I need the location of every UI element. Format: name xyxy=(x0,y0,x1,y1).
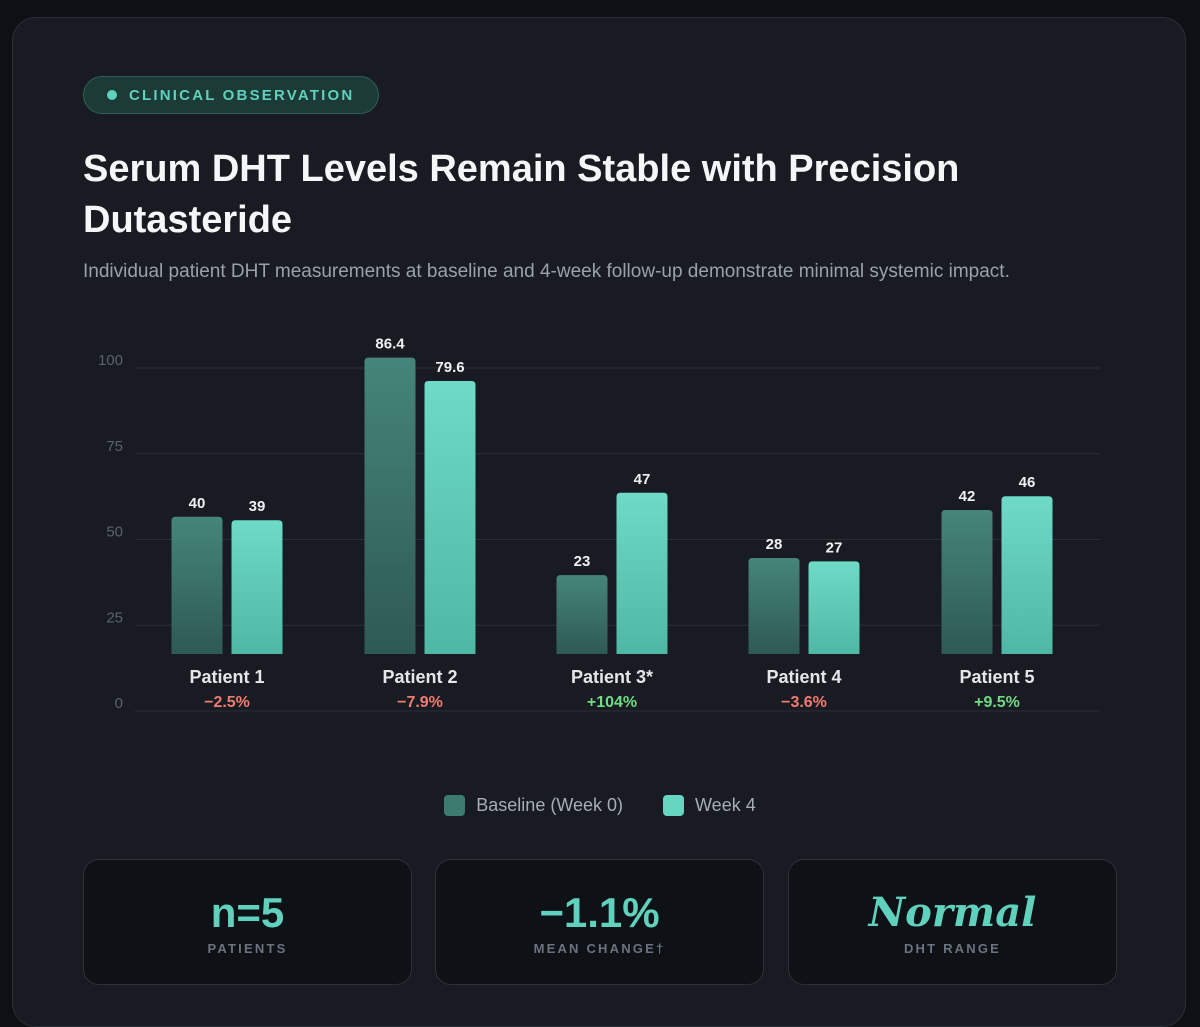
status-dot-icon xyxy=(107,90,117,100)
legend-swatch-week4 xyxy=(663,795,685,816)
x-tick-label: Patient 4 xyxy=(766,667,841,687)
y-tick-label: 25 xyxy=(106,609,123,626)
bar-week4 xyxy=(231,520,283,654)
badge-label: CLINICAL OBSERVATION xyxy=(129,86,355,104)
stat-value-mean-change: −1.1% xyxy=(539,889,660,936)
bar-baseline xyxy=(171,516,223,654)
x-tick-label: Patient 2 xyxy=(382,667,457,687)
x-tick-label: Patient 3* xyxy=(571,667,653,687)
legend-item-week4: Week 4 xyxy=(663,795,756,816)
stat-value-patients: n=5 xyxy=(210,889,285,936)
y-tick-label: 75 xyxy=(106,438,123,455)
bar-baseline xyxy=(556,575,608,654)
change-label: −2.5% xyxy=(204,694,250,711)
bar-baseline xyxy=(364,357,416,654)
clinical-observation-badge: CLINICAL OBSERVATION xyxy=(83,76,380,114)
data-label: 23 xyxy=(574,553,591,570)
page-subtitle: Individual patient DHT measurements at b… xyxy=(83,261,1010,282)
legend-label-week4: Week 4 xyxy=(695,795,756,815)
y-tick-label: 100 xyxy=(98,352,123,369)
data-label: 28 xyxy=(766,536,783,553)
chart-legend: Baseline (Week 0) Week 4 xyxy=(13,795,1187,816)
y-tick-label: 50 xyxy=(106,524,123,541)
change-label: −7.9% xyxy=(397,694,443,711)
change-label: −3.6% xyxy=(781,694,827,711)
bar-week4 xyxy=(616,492,668,654)
bar-baseline xyxy=(941,509,993,654)
bar-baseline xyxy=(748,557,800,654)
y-tick-label: 0 xyxy=(115,695,123,712)
bar-week4 xyxy=(424,380,476,654)
legend-label-baseline: Baseline (Week 0) xyxy=(476,795,624,815)
page-title: Serum DHT Levels Remain Stable with Prec… xyxy=(83,148,960,241)
data-label: 79.6 xyxy=(435,359,464,376)
change-label: +104% xyxy=(587,694,637,711)
stat-card-mean-change: −1.1% MEAN CHANGE† xyxy=(435,859,764,985)
data-label: 27 xyxy=(826,539,843,556)
data-label: 86.4 xyxy=(375,336,405,353)
x-tick-label: Patient 1 xyxy=(189,667,264,687)
bar-week4 xyxy=(1001,496,1053,654)
stat-value-dht-range: Normal xyxy=(868,889,1037,936)
legend-item-baseline: Baseline (Week 0) xyxy=(444,795,623,816)
stat-label-mean-change: MEAN CHANGE† xyxy=(533,941,666,956)
data-label: 40 xyxy=(189,495,206,512)
stat-label-dht-range: DHT RANGE xyxy=(903,941,1002,956)
x-tick-label: Patient 5 xyxy=(959,667,1034,687)
change-label: +9.5% xyxy=(974,694,1020,711)
legend-swatch-baseline xyxy=(444,795,466,816)
stat-card-patients: n=5 PATIENTS xyxy=(83,859,412,985)
data-label: 46 xyxy=(1019,474,1036,491)
dht-bar-chart: 0 25 50 75 100 40 39 Patient 1 −2.5% 86.4 79.6 Pat… xyxy=(98,336,1100,712)
observation-card: CLINICAL OBSERVATION Serum DHT Levels Re… xyxy=(12,17,1186,1027)
data-label: 47 xyxy=(634,471,651,488)
data-label: 39 xyxy=(249,498,266,515)
stat-card-dht-range: Normal DHT RANGE xyxy=(788,859,1117,985)
bar-week4 xyxy=(808,561,860,654)
stat-label-patients: PATIENTS xyxy=(207,941,288,956)
data-label: 42 xyxy=(959,488,976,505)
